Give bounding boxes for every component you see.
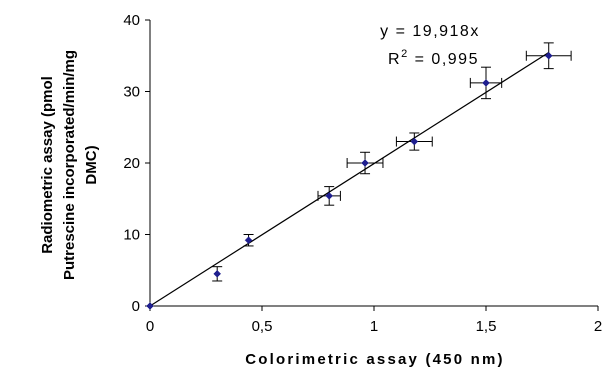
r2-suffix: = 0,995 [409,51,479,68]
data-points [146,51,553,310]
x-tick-label: 2 [594,318,602,335]
y-tick-label: 30 [123,84,140,101]
data-point [213,269,222,278]
trendline [149,51,550,307]
y-tick-label: 20 [123,155,140,172]
trendline-group [149,51,550,307]
x-tick-label: 1 [370,318,378,335]
data-point [410,137,419,146]
data-point [482,79,490,87]
r-squared-label: R2 = 0,995 [388,48,479,68]
x-tick-label: 0,5 [252,318,273,335]
r2-prefix: R [388,51,401,68]
y-tick-label: 10 [123,227,140,244]
y-tick-label: 40 [123,12,140,29]
y-axis-title: Radiometric assay (pmol Putrescine incor… [39,50,100,280]
x-tick-label: 0 [146,318,154,335]
data-point [146,302,154,310]
data-point [361,159,369,167]
x-tick-label: 1,5 [476,318,497,335]
ticks: 0 10 20 30 40 0 0,5 1 1,5 2 [123,12,602,335]
data-point [244,236,253,245]
r2-superscript: 2 [401,48,409,60]
error-bars [212,42,572,282]
data-point [325,192,334,200]
data-point [544,51,553,60]
y-axis-title-line-2: Putrescine incorporated/min/mg [61,50,78,280]
y-tick-label: 0 [132,298,140,315]
trendline-equation: y = 19,918x [380,23,480,40]
y-axis-title-line-3: DMC) [83,145,100,184]
y-axis-title-line-1: Radiometric assay (pmol [39,76,56,254]
x-axis-title: Colorimetric assay (450 nm) [245,351,504,368]
